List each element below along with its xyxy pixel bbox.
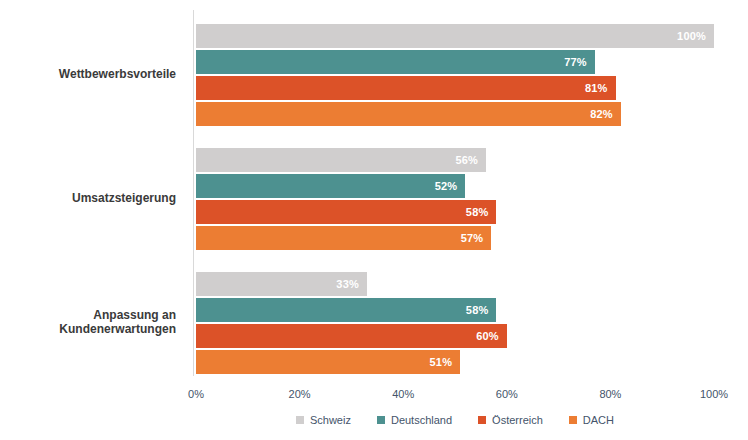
bar-schweiz: 100% <box>196 24 714 48</box>
legend-item-dach: DACH <box>569 414 614 426</box>
x-axis-tick-label: 0% <box>188 388 204 400</box>
bar-sterreich: 81% <box>196 76 616 100</box>
bar-cluster: 100% 77% 81% 82% <box>196 24 714 126</box>
legend-label: Schweiz <box>310 414 351 426</box>
bar-cluster: 56% 52% 58% 57% <box>196 148 714 250</box>
bar-value-label: 60% <box>476 330 507 342</box>
legend-item-schweiz: Schweiz <box>296 414 351 426</box>
legend-swatch-icon <box>377 416 385 424</box>
legend-label: DACH <box>583 414 614 426</box>
category-label: Wettbewerbsvorteile <box>0 68 186 82</box>
bar-value-label: 81% <box>585 82 616 94</box>
category-group: Wettbewerbsvorteile 100% 77% 81% 82% <box>0 24 748 126</box>
bar-value-label: 77% <box>564 56 595 68</box>
bar-value-label: 57% <box>461 232 492 244</box>
category-group: Umsatzsteigerung 56% 52% 58% 57% <box>0 148 748 250</box>
bar-cluster: 33% 58% 60% 51% <box>196 272 714 374</box>
bar-deutschland: 77% <box>196 50 595 74</box>
category-group: Anpassung an Kundenerwartungen 33% 58% 60% 5… <box>0 272 748 374</box>
legend-swatch-icon <box>478 416 486 424</box>
category-label: Anpassung an Kundenerwartungen <box>0 309 186 337</box>
category-label: Umsatzsteigerung <box>0 192 186 206</box>
x-axis-tick-label: 100% <box>700 388 728 400</box>
plot-area: Wettbewerbsvorteile 100% 77% 81% 82% Umsatzst… <box>0 24 748 374</box>
bar-value-label: 51% <box>430 356 461 368</box>
bar-dach: 82% <box>196 102 621 126</box>
bar-value-label: 100% <box>677 30 714 42</box>
bar-schweiz: 33% <box>196 272 367 296</box>
bar-value-label: 82% <box>590 108 621 120</box>
bar-sterreich: 58% <box>196 200 496 224</box>
bar-deutschland: 58% <box>196 298 496 322</box>
legend-label: Österreich <box>492 414 543 426</box>
bar-dach: 51% <box>196 350 460 374</box>
x-axis-tick-label: 20% <box>289 388 311 400</box>
bar-value-label: 33% <box>336 278 367 290</box>
legend-item-sterreich: Österreich <box>478 414 543 426</box>
legend-label: Deutschland <box>391 414 452 426</box>
legend-swatch-icon <box>296 416 304 424</box>
bar-schweiz: 56% <box>196 148 486 172</box>
legend-swatch-icon <box>569 416 577 424</box>
bar-value-label: 52% <box>435 180 466 192</box>
x-axis: 0%20%40%60%80%100% <box>196 388 714 404</box>
legend-item-deutschland: Deutschland <box>377 414 452 426</box>
bar-dach: 57% <box>196 226 491 250</box>
bar-deutschland: 52% <box>196 174 465 198</box>
x-axis-tick-label: 40% <box>392 388 414 400</box>
bar-value-label: 56% <box>455 154 486 166</box>
legend: Schweiz Deutschland Österreich DACH <box>196 414 714 426</box>
x-axis-tick-label: 80% <box>599 388 621 400</box>
bar-sterreich: 60% <box>196 324 507 348</box>
bar-chart: Wettbewerbsvorteile 100% 77% 81% 82% Umsatzst… <box>0 0 748 440</box>
bar-value-label: 58% <box>466 304 497 316</box>
bar-value-label: 58% <box>466 206 497 218</box>
x-axis-tick-label: 60% <box>496 388 518 400</box>
